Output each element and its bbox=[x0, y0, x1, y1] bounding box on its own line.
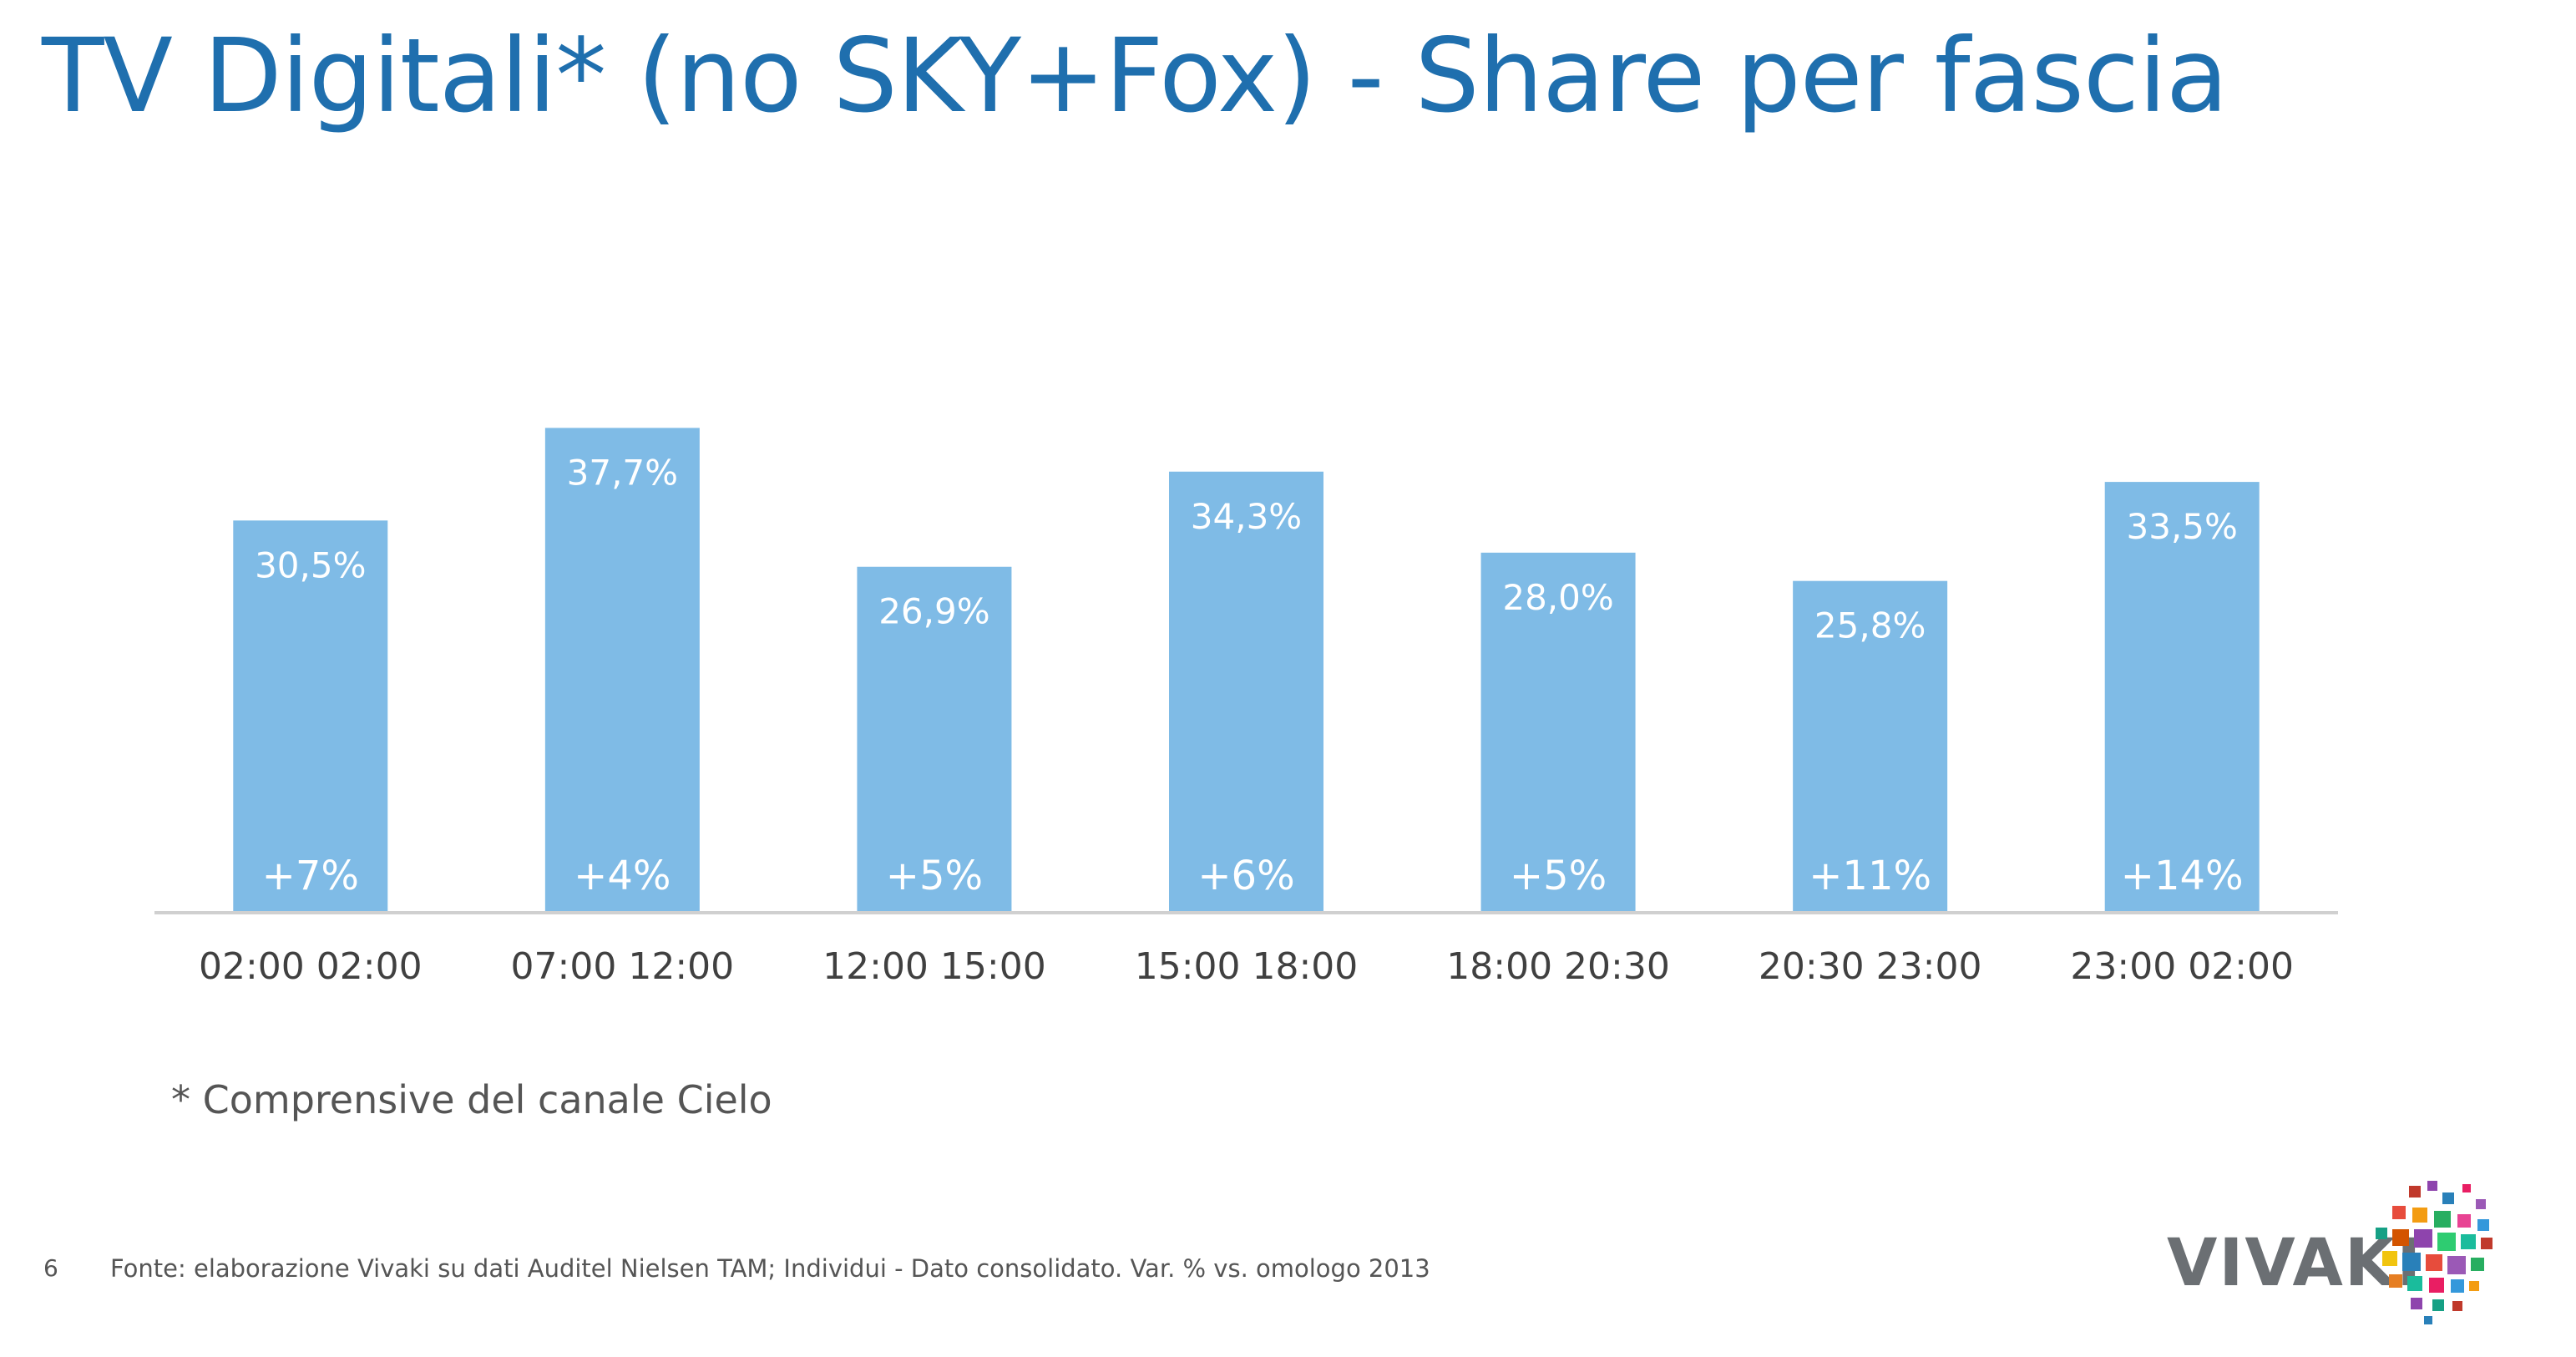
value-label-5: 25,8% bbox=[1814, 605, 1926, 646]
value-label-0: 30,5% bbox=[255, 544, 366, 585]
bar-2 bbox=[857, 566, 1012, 913]
value-label-2: 26,9% bbox=[878, 591, 989, 632]
category-label-3: 15:00 18:00 bbox=[1135, 945, 1359, 988]
page-title: TV Digitali* (no SKY+Fox) - Share per fa… bbox=[42, 17, 2229, 135]
vivaki-logo: VIVAKI bbox=[2167, 1177, 2518, 1328]
logo-mosaic-icon bbox=[2376, 1181, 2492, 1324]
category-label-2: 12:00 15:00 bbox=[822, 945, 1046, 988]
bar-1 bbox=[544, 428, 700, 913]
value-label-1: 37,7% bbox=[567, 452, 678, 493]
value-label-6: 33,5% bbox=[2126, 506, 2237, 547]
category-label-5: 20:30 23:00 bbox=[1759, 945, 1982, 988]
value-label-4: 28,0% bbox=[1502, 577, 1613, 618]
variation-label-4: +5% bbox=[1510, 853, 1607, 899]
variation-label-0: +7% bbox=[262, 853, 359, 899]
bar-3 bbox=[1169, 471, 1323, 913]
variation-label-5: +11% bbox=[1809, 853, 1931, 899]
bar-4 bbox=[1480, 552, 1636, 913]
category-label-4: 18:00 20:30 bbox=[1446, 945, 1670, 988]
bar-5 bbox=[1793, 580, 1948, 913]
bar-6 bbox=[2104, 482, 2260, 913]
page-number: 6 bbox=[43, 1254, 58, 1282]
variation-label-6: +14% bbox=[2121, 853, 2244, 899]
value-label-3: 34,3% bbox=[1191, 496, 1302, 537]
category-label-0: 02:00 02:00 bbox=[199, 945, 423, 988]
bar-0 bbox=[233, 520, 388, 913]
variation-label-1: +4% bbox=[574, 853, 671, 899]
variation-label-3: +6% bbox=[1197, 853, 1294, 899]
source-note: Fonte: elaborazione Vivaki su dati Audit… bbox=[110, 1254, 1430, 1283]
footnote: * Comprensive del canale Cielo bbox=[171, 1077, 772, 1122]
variation-label-2: +5% bbox=[886, 853, 983, 899]
category-label-6: 23:00 02:00 bbox=[2070, 945, 2294, 988]
category-label-1: 07:00 12:00 bbox=[511, 945, 735, 988]
